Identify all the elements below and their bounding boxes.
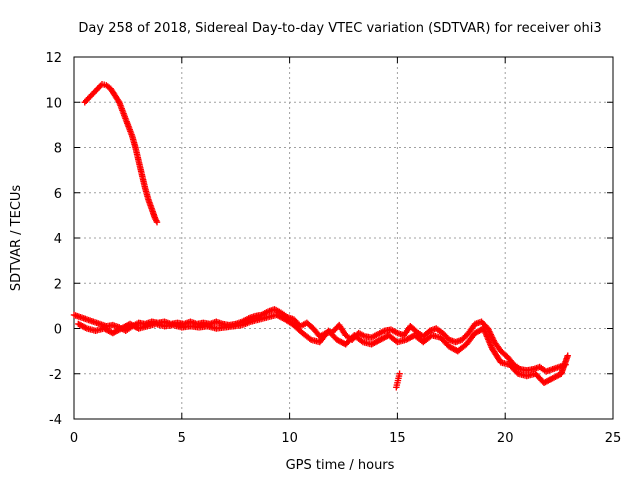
y-tick-label: 10 [45,96,62,111]
data-point [153,218,161,226]
y-tick-label: -2 [49,368,62,383]
data-point [396,370,403,377]
y-tick-label: 4 [54,232,62,247]
series-segment-early-high [81,80,161,226]
y-tick-label: 8 [54,142,62,157]
x-tick-label: 0 [70,431,78,446]
y-tick-label: -4 [49,413,62,428]
data-point [564,352,571,359]
x-tick-label: 5 [178,431,186,446]
x-tick-label: 20 [497,431,514,446]
grid-layer [74,57,613,419]
y-axis-label: SDTVAR / TECUs [9,185,24,292]
x-tick-label: 10 [281,431,298,446]
y-tick-label: 12 [45,51,62,66]
y-tick-label: 0 [54,323,62,338]
x-axis-label: GPS time / hours [286,458,395,473]
series-segment-main-lower [75,311,571,386]
y-tick-label: 2 [54,277,62,292]
x-tick-label: 25 [605,431,622,446]
axis-layer: 0 5 10 15 20 25 -4 -2 0 2 4 6 8 10 12 [45,51,621,446]
plot-frame [73,56,614,420]
chart-title: Day 258 of 2018, Sidereal Day-to-day VTE… [78,21,601,36]
data-layer [70,80,571,391]
x-tick-label: 15 [389,431,406,446]
y-tick-label: 6 [54,187,62,202]
series-segment-isolated [393,370,403,391]
